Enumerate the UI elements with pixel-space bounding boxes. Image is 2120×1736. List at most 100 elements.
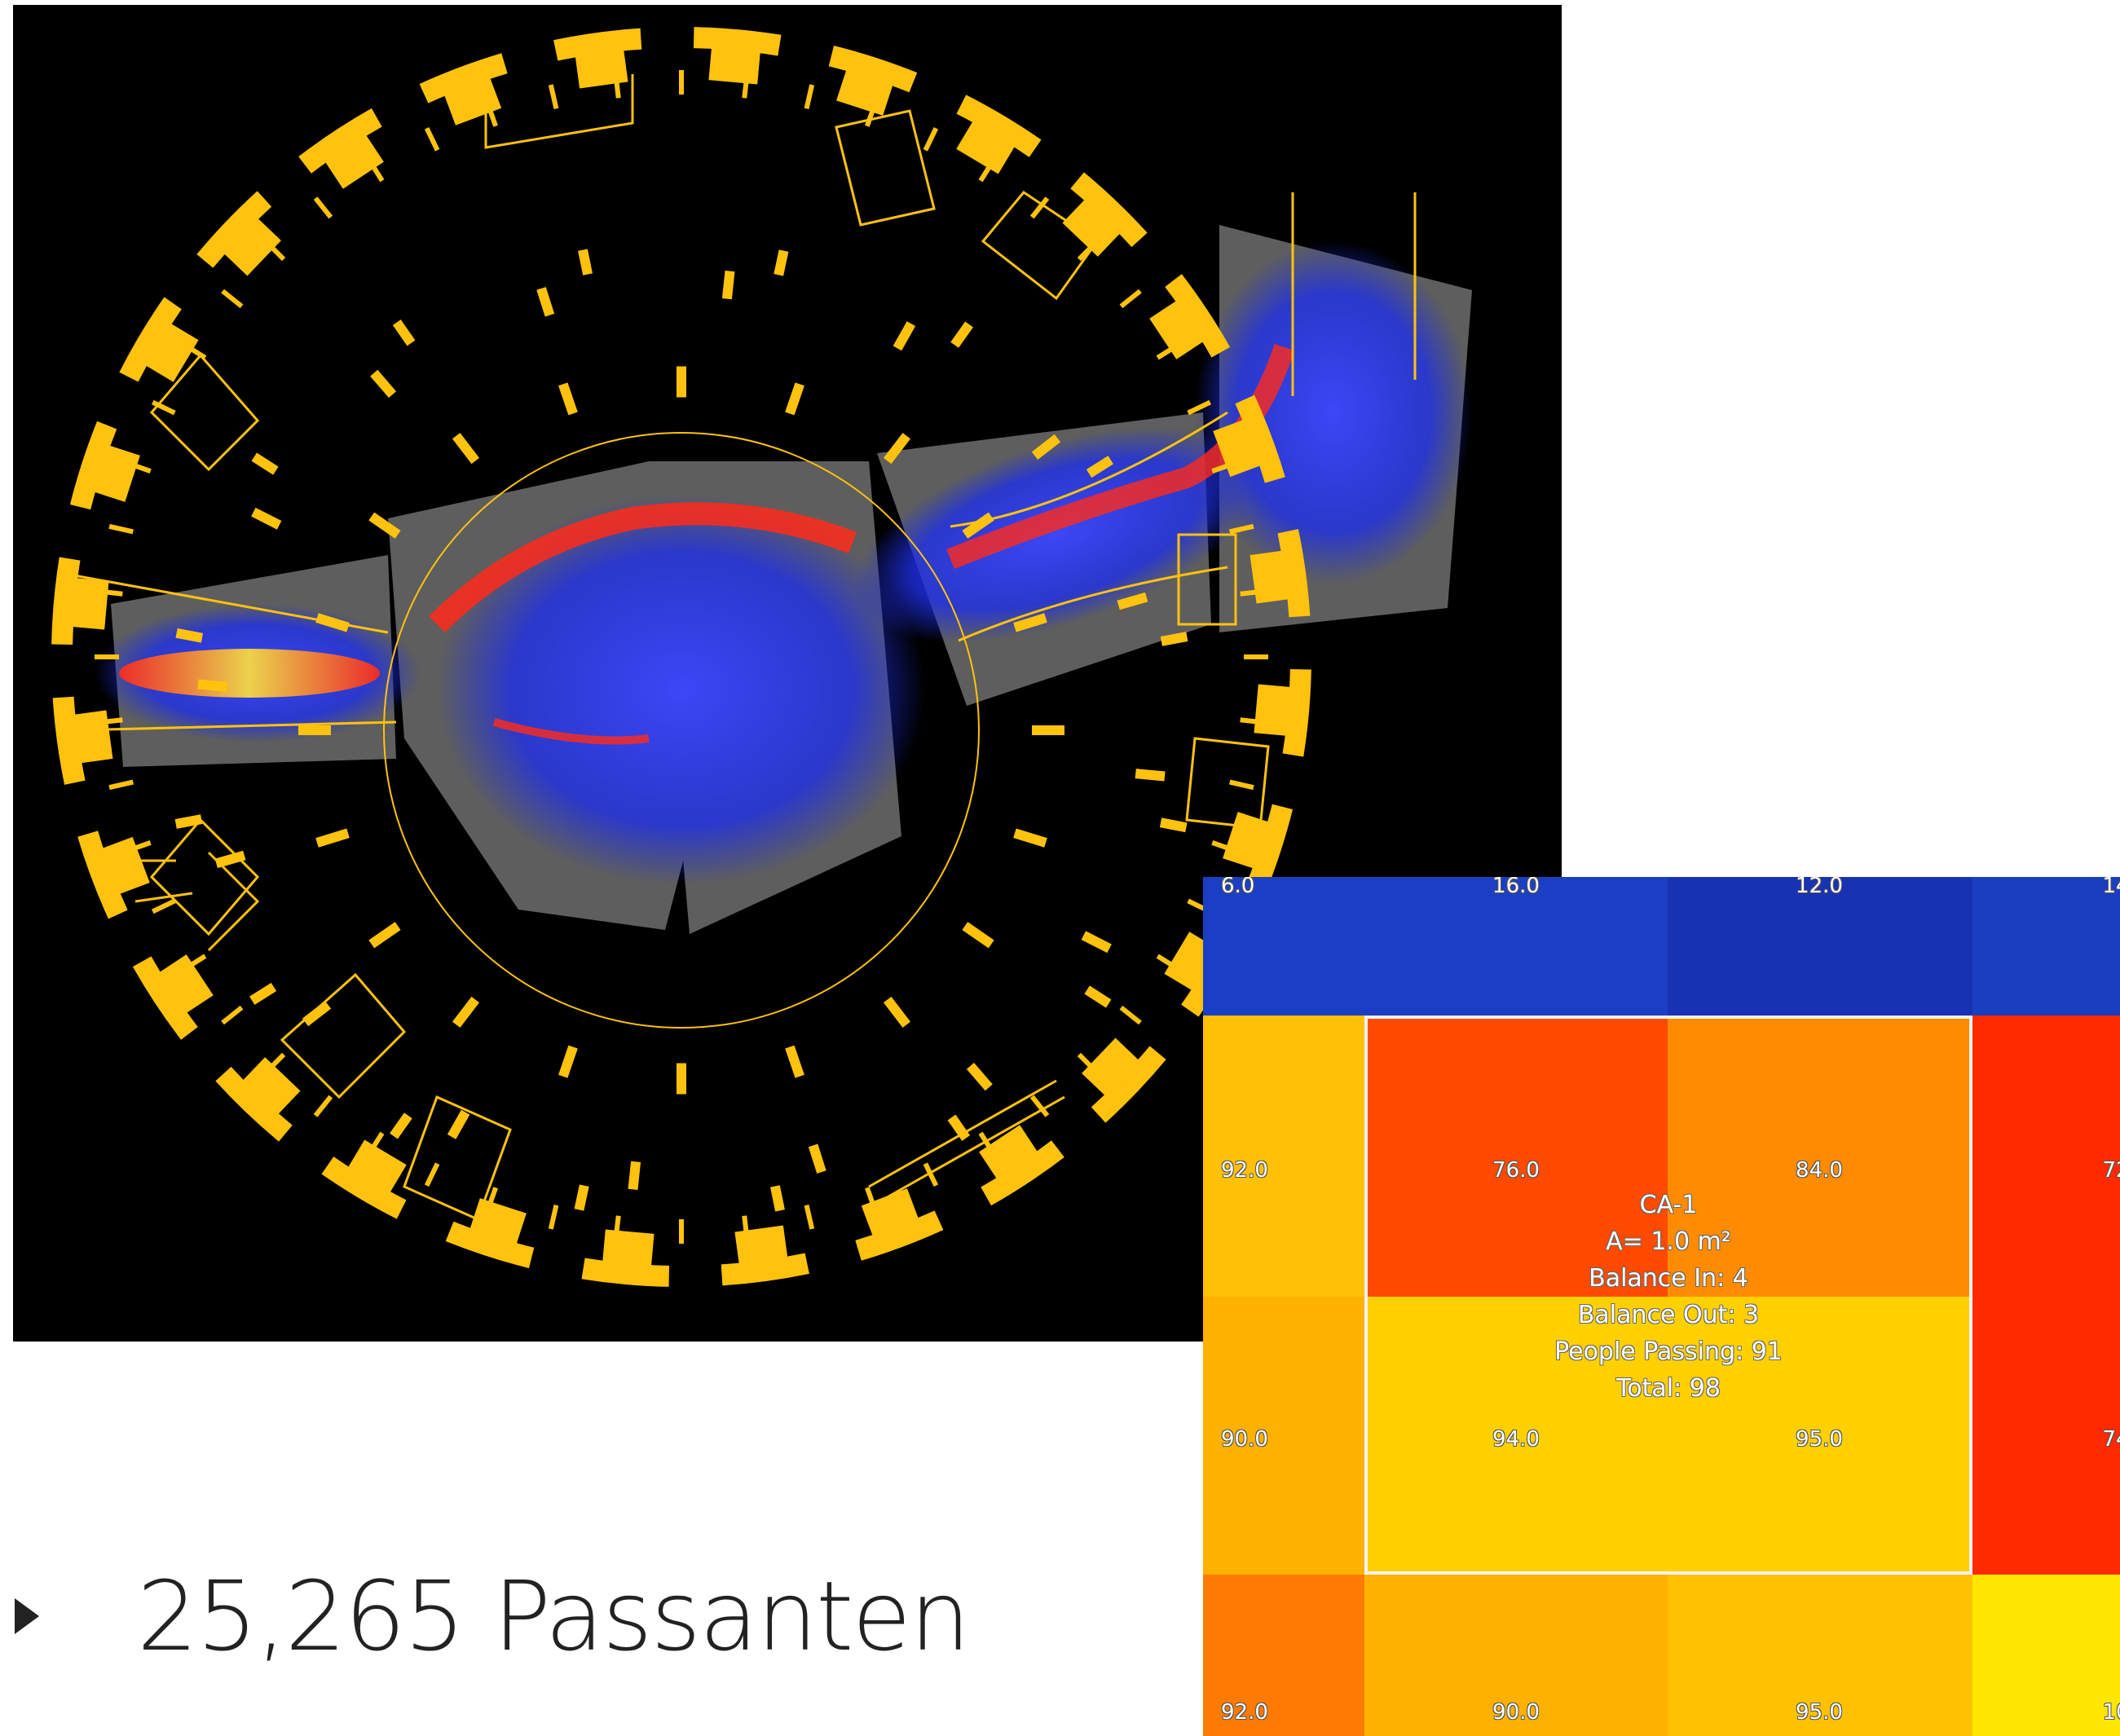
ring-segment — [553, 28, 642, 61]
ring-pillar — [469, 1198, 527, 1248]
grid-cell-value: 16.0 — [1492, 877, 1540, 898]
ring-segment — [855, 1210, 944, 1261]
inner-dash — [721, 270, 735, 300]
grid-cell-value: 74 — [2102, 1427, 2120, 1452]
inner-dash — [452, 996, 480, 1028]
ring-pillar — [861, 1188, 920, 1240]
ring-tick — [1211, 840, 1236, 853]
ring-pillar — [734, 1225, 788, 1268]
inner-dash — [214, 850, 246, 869]
ring-pillar — [142, 321, 199, 382]
ring-tick — [367, 158, 385, 183]
ring-tick — [742, 1215, 750, 1240]
grid-cell-value: 76.0 — [1492, 1158, 1540, 1183]
zone-balance-out: Balance Out: 3 — [1577, 1301, 1760, 1329]
ring-tick — [485, 1187, 498, 1212]
inner-dash — [175, 628, 204, 643]
grid-cell — [1972, 877, 2120, 1016]
ring-pillar — [1213, 418, 1264, 478]
ring-tick — [313, 1095, 333, 1117]
ring-segment — [1277, 529, 1311, 618]
zone-area: A= 1.0 m² — [1606, 1227, 1731, 1256]
grid-cell — [1972, 1297, 2120, 1382]
ring-segment — [321, 1157, 407, 1219]
ring-tick — [221, 289, 244, 309]
ring-segment — [1235, 394, 1285, 483]
ring-tick — [1156, 954, 1180, 972]
inner-dash — [950, 321, 973, 348]
ring-pillar — [602, 1229, 655, 1270]
floorplan-drawing — [51, 27, 1472, 1287]
ring-segment — [1165, 274, 1231, 358]
ring-segment — [215, 1066, 293, 1142]
zone-total: Total: 98 — [1616, 1374, 1721, 1403]
ring-tick — [1077, 240, 1099, 262]
ring-pillar — [1223, 812, 1272, 870]
ring-pillar — [221, 215, 281, 276]
inner-dash — [368, 512, 401, 539]
inner-dash — [1160, 632, 1188, 646]
inner-dash — [197, 679, 228, 692]
grid-cell — [1364, 1297, 1668, 1382]
inner-dash — [774, 249, 789, 276]
grid-cell — [1203, 1016, 1364, 1297]
inner-dash — [785, 1045, 804, 1078]
grid-cell-value: 95.0 — [1796, 1700, 1843, 1725]
grid-cell-value: 92.0 — [1221, 1158, 1268, 1183]
grid-cell — [1668, 1297, 1972, 1382]
ring-pillar — [1250, 550, 1293, 604]
grid-cell-value: 90.0 — [1221, 1427, 1268, 1452]
ring-tick — [485, 102, 498, 127]
ring-pillar — [1149, 298, 1207, 359]
ring-pillar — [575, 46, 628, 89]
ring-tick — [424, 1162, 440, 1187]
density-grid: 6.0 16.0 12.0 14 92.0 76.0 84.0 72 90.0 94.0 95.0 7… — [1203, 877, 2120, 1736]
inner-dash — [315, 828, 350, 848]
grid-cell-value: 72 — [2102, 1158, 2120, 1183]
ring-pillar — [68, 577, 109, 630]
inner-dash — [1081, 931, 1112, 954]
ring-segment — [51, 557, 81, 645]
ring-tick — [313, 196, 333, 219]
inner-dash — [251, 507, 282, 530]
ring-tick — [221, 1005, 244, 1025]
ring-pillar — [240, 1057, 301, 1117]
inner-dash — [1086, 456, 1113, 478]
inner-dash — [574, 1184, 589, 1211]
inner-dash — [770, 1185, 785, 1212]
ring-tick — [1240, 588, 1265, 597]
inner-dash — [883, 433, 911, 465]
ring-pillar — [1254, 684, 1294, 737]
inner-dash — [947, 1114, 971, 1141]
grid-cell — [1972, 1016, 2120, 1297]
ring-tick — [613, 73, 621, 99]
grid-cell — [1668, 1382, 1972, 1575]
inner-dash — [578, 249, 593, 275]
ring-tick — [98, 588, 123, 597]
zone-balance-in: Balance In: 4 — [1589, 1264, 1748, 1293]
grid-cell — [1364, 1575, 1668, 1736]
grid-cell — [1203, 1382, 1364, 1575]
ring-segment — [1282, 668, 1311, 757]
ring-tick — [1119, 1005, 1142, 1025]
grid-cell-value: 6.0 — [1221, 877, 1255, 898]
ring-tick — [1029, 196, 1050, 219]
zone-ca1-outline[interactable] — [1364, 1016, 1972, 1575]
inner-dash — [1013, 828, 1047, 848]
inner-dashes — [174, 249, 1188, 1212]
ring-tick — [1211, 460, 1236, 474]
ring-tick — [183, 342, 207, 360]
grid-cell-value: 95.0 — [1796, 1427, 1843, 1452]
grid-cell-value: 92.0 — [1221, 1700, 1268, 1725]
inner-dash — [1084, 985, 1112, 1008]
ring-tick — [613, 1215, 621, 1240]
ring-tick — [98, 717, 123, 725]
inner-dash — [1031, 434, 1061, 460]
heat-overlay — [95, 241, 1472, 885]
ring-tick — [126, 840, 152, 853]
ring-segment — [721, 1253, 809, 1286]
grid-cell-value: 12.0 — [1796, 877, 1843, 898]
ring-pillar — [1062, 196, 1123, 257]
ring-segment — [119, 297, 182, 382]
grid-cell — [1668, 1575, 1972, 1736]
